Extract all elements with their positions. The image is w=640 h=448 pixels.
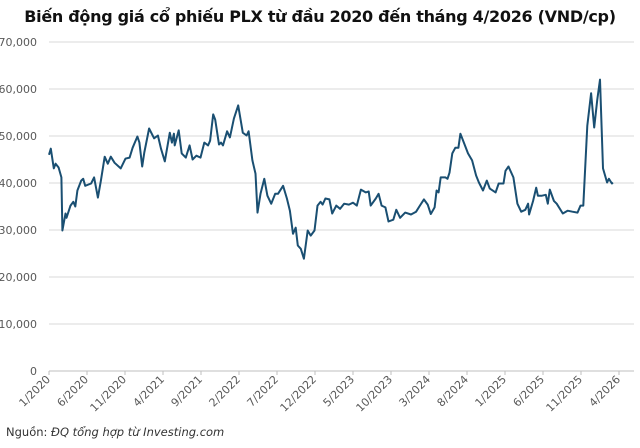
y-tick-label: 20,000: [0, 271, 37, 284]
x-tick-label: 6/2025: [511, 373, 548, 410]
x-tick-label: 12/2022: [278, 373, 320, 415]
source-prefix: Nguồn:: [6, 425, 48, 439]
x-tick-label: 4/2026: [587, 373, 624, 410]
x-tick-label: 11/2025: [544, 373, 586, 415]
x-tick-label: 4/2021: [131, 373, 168, 410]
x-tick-label: 10/2023: [354, 373, 396, 415]
line-chart: 0 10,000 20,000 30,000 40,000 50,000 60,000 70,…: [0, 36, 634, 415]
x-tick-label: 6/2020: [55, 373, 92, 410]
y-tick-label: 0: [30, 365, 37, 378]
y-tick-label: 40,000: [0, 177, 37, 190]
chart-title: Biến động giá cổ phiếu PLX từ đầu 2020 đ…: [24, 7, 616, 26]
y-tick-label: 10,000: [0, 318, 37, 331]
source-note: Nguồn: ĐQ tổng hợp từ Investing.com: [6, 425, 224, 439]
x-tick-label: 1/2025: [473, 373, 510, 410]
x-tick-label: 1/2020: [17, 373, 54, 410]
x-tick-label: 3/2024: [397, 373, 434, 410]
x-tick-label: 7/2022: [245, 373, 282, 410]
x-tick-label: 11/2020: [88, 373, 130, 415]
x-tick-label: 8/2024: [435, 373, 472, 410]
y-tick-label: 60,000: [0, 83, 37, 96]
x-tick-label: 9/2021: [169, 373, 206, 410]
x-tick-label: 2/2022: [207, 373, 244, 410]
x-tick-label: 5/2023: [321, 373, 358, 410]
y-tick-label: 70,000: [0, 36, 37, 49]
price-line: [48, 78, 614, 260]
y-tick-label: 50,000: [0, 130, 37, 143]
y-tick-label: 30,000: [0, 224, 37, 237]
source-text: ĐQ tổng hợp từ Investing.com: [51, 425, 225, 439]
